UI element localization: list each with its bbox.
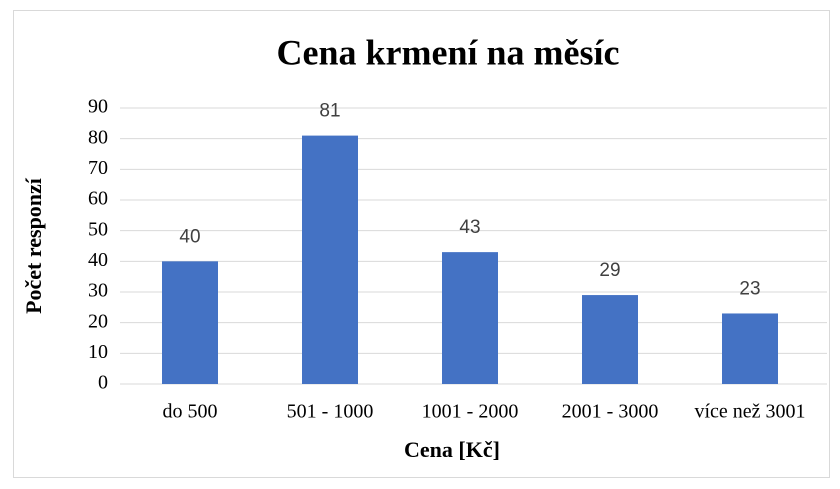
chart-title: Cena krmení na měsíc (277, 32, 620, 72)
y-tick-label: 60 (88, 188, 108, 210)
y-tick-label: 80 (88, 126, 108, 148)
x-tick-label: 501 - 1000 (287, 401, 374, 423)
y-tick-label: 20 (88, 310, 108, 332)
y-tick-label: 30 (88, 280, 108, 302)
y-tick-label: 0 (98, 372, 108, 394)
bar (582, 295, 638, 384)
y-tick-label: 40 (88, 249, 108, 271)
bar (442, 252, 498, 384)
y-tick-label: 70 (88, 157, 108, 179)
y-tick-label: 50 (88, 218, 108, 240)
data-label: 43 (459, 217, 480, 238)
x-axis-label: Cena [Kč] (404, 437, 500, 462)
data-label: 40 (179, 226, 200, 247)
y-axis-label: Počet responzí (21, 177, 46, 314)
y-tick-label: 90 (88, 96, 108, 118)
bar (302, 135, 358, 384)
data-label: 81 (319, 101, 340, 122)
x-tick-label: více než 3001 (694, 401, 805, 423)
x-tick-label: do 500 (163, 401, 218, 423)
y-tick-label: 10 (88, 341, 108, 363)
chart-frame (13, 10, 830, 478)
bar (162, 261, 218, 384)
x-tick-label: 2001 - 3000 (562, 401, 659, 423)
data-label: 23 (739, 278, 760, 299)
x-tick-label: 1001 - 2000 (422, 401, 519, 423)
data-label: 29 (599, 260, 620, 281)
bar (722, 313, 778, 384)
